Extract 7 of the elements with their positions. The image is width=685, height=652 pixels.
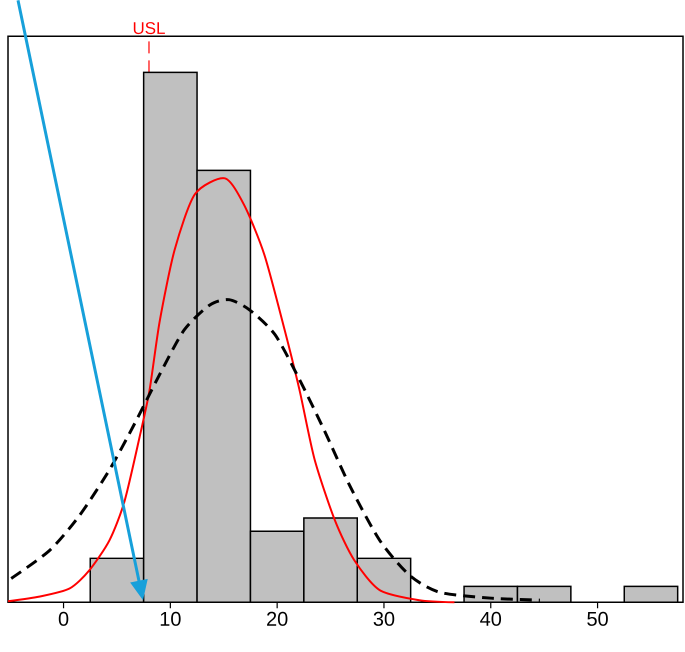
x-tick-label: 0 <box>58 612 68 626</box>
x-tick-label: 50 <box>587 612 608 626</box>
x-tick-label: 20 <box>267 612 288 626</box>
x-tick-label: 40 <box>480 612 502 626</box>
ref-line-label: USL <box>134 22 165 34</box>
x-tick-label: 10 <box>160 612 181 626</box>
x-tick-label: 30 <box>374 612 394 626</box>
